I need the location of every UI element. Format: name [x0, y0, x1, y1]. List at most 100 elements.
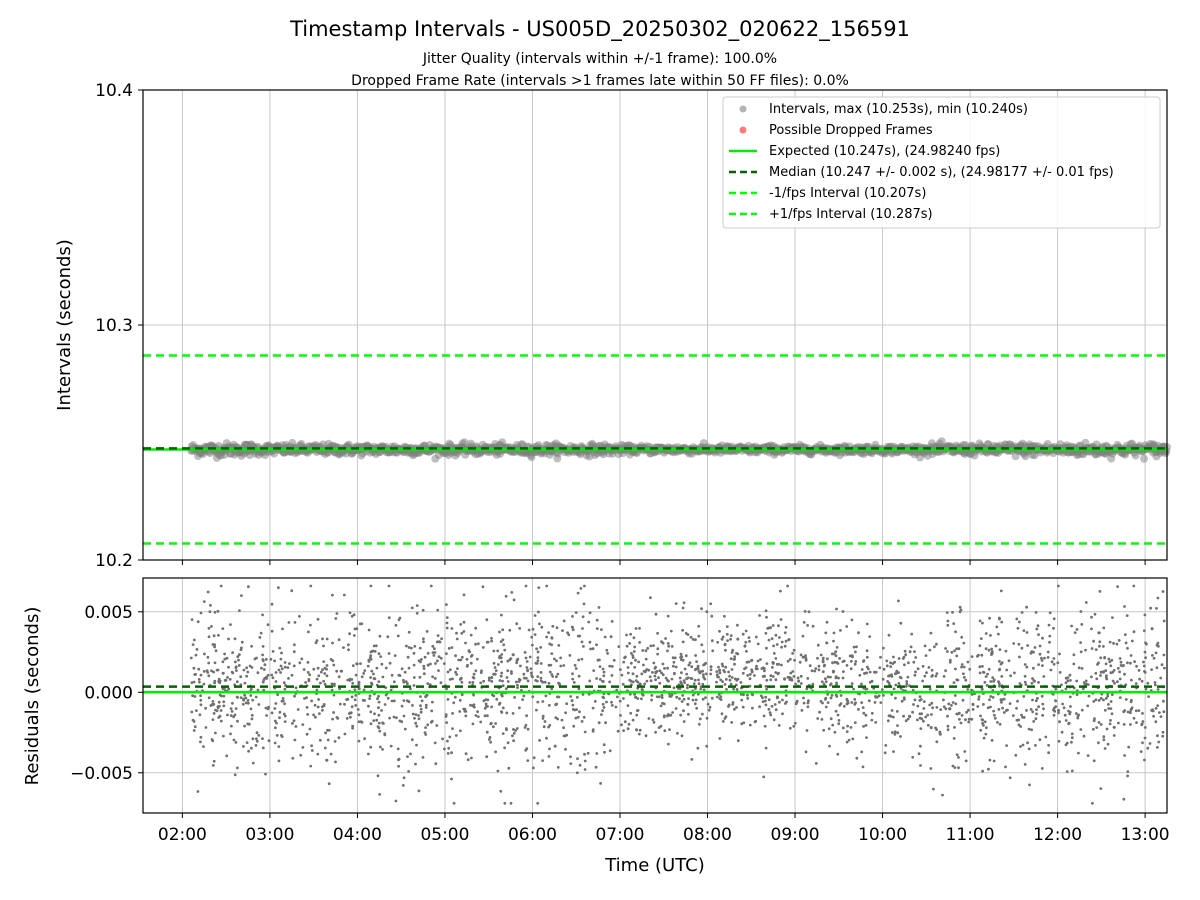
residual-point: [522, 694, 526, 698]
residual-point: [682, 697, 686, 701]
residual-point: [634, 627, 638, 630]
residual-point: [890, 675, 894, 678]
residual-point: [230, 724, 233, 728]
residual-point: [1098, 640, 1102, 644]
residual-point: [1123, 754, 1126, 757]
residual-point: [608, 664, 612, 668]
residual-point: [417, 714, 420, 717]
residual-point: [581, 627, 584, 630]
residual-point: [429, 662, 432, 666]
residual-point: [705, 744, 709, 748]
residual-point: [1098, 590, 1102, 593]
residual-point: [637, 660, 640, 664]
residual-point: [682, 679, 686, 682]
residual-point: [572, 724, 576, 728]
residual-point: [647, 717, 651, 720]
residual-point: [687, 663, 691, 667]
residual-point: [398, 616, 402, 620]
residual-point: [919, 698, 923, 701]
residual-point: [548, 747, 551, 751]
residual-point: [248, 664, 252, 668]
residual-point: [953, 766, 957, 769]
residual-point: [912, 660, 916, 664]
residual-point: [1130, 698, 1133, 702]
residual-point: [914, 656, 918, 659]
residual-point: [324, 731, 327, 735]
residual-point: [825, 620, 829, 624]
residuals-axes-frame: [142, 577, 1168, 814]
time-x-tick-label: 12:00: [1033, 825, 1082, 845]
residual-point: [530, 643, 534, 647]
residual-point: [1097, 741, 1100, 745]
residual-point: [1054, 705, 1058, 708]
residual-point: [234, 741, 238, 744]
residual-point: [903, 649, 907, 653]
residual-point: [1130, 639, 1134, 643]
residual-point: [1068, 710, 1072, 714]
residual-point: [777, 724, 781, 727]
residual-point: [223, 657, 227, 661]
residual-point: [522, 672, 526, 676]
residual-point: [892, 750, 895, 753]
residual-point: [274, 671, 278, 674]
residual-point: [998, 648, 1002, 651]
residual-point: [799, 674, 803, 678]
residual-point: [707, 708, 711, 712]
legend: Intervals, max (10.253s), min (10.240s) …: [722, 96, 1161, 229]
residual-point: [1149, 606, 1152, 610]
residual-point: [1161, 590, 1165, 593]
residual-point: [638, 728, 642, 732]
residual-point: [596, 658, 600, 662]
residual-point: [213, 661, 217, 665]
residual-point: [321, 708, 324, 712]
residual-point: [1132, 716, 1136, 720]
intervals-y-axis-label: Intervals (seconds): [54, 239, 75, 411]
residual-point: [784, 702, 787, 705]
residual-point: [991, 696, 995, 699]
residual-point: [690, 665, 694, 669]
chart-subtitle-dropped: Dropped Frame Rate (intervals >1 frames …: [351, 73, 849, 89]
residual-point: [571, 677, 575, 681]
residual-point: [599, 782, 602, 785]
residual-point: [512, 653, 515, 657]
residual-point: [920, 712, 923, 716]
residual-point: [1159, 715, 1163, 718]
residual-point: [694, 638, 697, 642]
residual-point: [754, 667, 758, 671]
residual-point: [254, 744, 258, 747]
residual-point: [335, 612, 339, 615]
residual-point: [753, 674, 756, 677]
residual-point: [703, 677, 707, 681]
residual-point: [464, 752, 468, 756]
residual-point: [880, 688, 884, 691]
residual-point: [862, 725, 865, 728]
residual-point: [420, 658, 423, 661]
residual-point: [1002, 697, 1006, 701]
residual-point: [986, 672, 989, 676]
residual-point: [913, 698, 917, 702]
residual-point: [354, 694, 358, 697]
residual-point: [691, 693, 695, 697]
residual-point: [1064, 719, 1068, 722]
residual-point: [950, 704, 953, 707]
residual-point: [1135, 721, 1138, 724]
residual-point: [219, 719, 223, 723]
residual-point: [500, 711, 504, 714]
residual-point: [784, 639, 788, 643]
residual-point: [466, 758, 470, 762]
residual-point: [451, 677, 454, 681]
residual-point: [953, 694, 957, 697]
residual-point: [501, 638, 505, 642]
residual-point: [375, 718, 379, 722]
residual-point: [1118, 696, 1122, 699]
residual-point: [1081, 687, 1085, 691]
residual-point: [988, 758, 992, 762]
residual-point: [906, 675, 910, 679]
residual-point: [530, 674, 534, 677]
residual-point: [748, 723, 752, 727]
residual-point: [487, 678, 491, 682]
residual-point: [783, 644, 787, 648]
residual-point: [860, 750, 864, 754]
residual-point: [1070, 736, 1074, 740]
